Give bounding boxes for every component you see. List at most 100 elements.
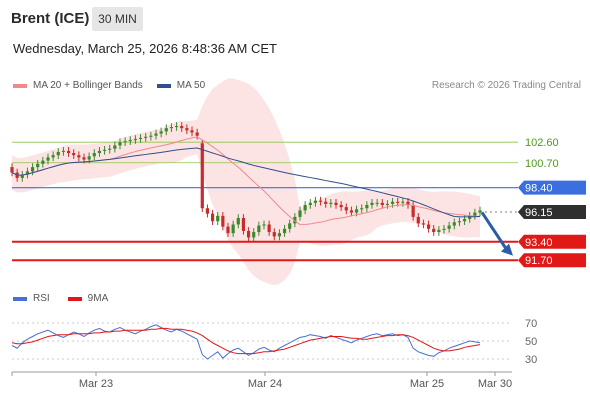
candle-body [210, 213, 215, 222]
level-label-102.60: 102.60 [525, 137, 559, 149]
candle-body [180, 125, 184, 129]
candle-body [66, 150, 71, 154]
candle-body [421, 223, 426, 225]
candle-body [447, 225, 451, 229]
instrument-title: Brent (ICE) [11, 10, 90, 27]
legend-ma20-label: MA 20 + Bollinger Bands [33, 80, 143, 91]
candle-body [25, 171, 30, 175]
candle-body [375, 202, 379, 204]
x-tick-label-Mar-24: Mar 24 [248, 378, 282, 390]
level-label-91.70: 91.70 [525, 255, 553, 267]
candle-body [30, 167, 35, 172]
candle-body [288, 223, 292, 229]
candle-body [293, 216, 297, 224]
level-label-93.40: 93.40 [525, 237, 553, 249]
candle-body [231, 224, 235, 234]
candle-body [385, 203, 390, 205]
candle-body [272, 232, 276, 237]
candle-body [128, 140, 132, 142]
level-tag-98.40 [518, 180, 586, 195]
candle-body [267, 224, 271, 233]
candle-body [174, 125, 179, 128]
candle-body [77, 155, 81, 158]
candle-body [324, 201, 328, 204]
candle-body [118, 142, 122, 146]
candle-body [169, 127, 174, 129]
candle-body [354, 209, 359, 213]
candle-body [406, 201, 410, 205]
level-label-98.40: 98.40 [525, 183, 553, 195]
candle-body [51, 155, 55, 158]
candle-body [308, 202, 312, 205]
candle-body [426, 224, 431, 229]
candle-body [313, 200, 318, 203]
projection-arrow-line [480, 211, 508, 250]
candle-body [164, 128, 168, 132]
candle-body [277, 233, 282, 237]
candle-body [401, 201, 405, 203]
legend-ma50-label: MA 50 [176, 80, 206, 91]
candle-body [195, 132, 199, 136]
candle-body [334, 202, 338, 205]
candle-body [349, 210, 354, 213]
rsi-series-9ma [11, 327, 481, 355]
candle-body [442, 228, 446, 230]
candle-body [72, 153, 76, 156]
candle-body [221, 215, 225, 227]
candle-body [41, 160, 45, 164]
rsi-swatch [13, 296, 27, 301]
candle-body [468, 215, 472, 220]
candle-body [246, 230, 251, 238]
x-tick-label-Mar-25: Mar 25 [410, 378, 444, 390]
candle-body [344, 207, 348, 211]
candle-body [138, 137, 143, 139]
ma50-line [11, 147, 481, 218]
candle-body [303, 204, 307, 211]
candle-body [92, 153, 96, 157]
legend-item-ma50: MA 50 [156, 80, 206, 91]
candle-body [416, 216, 420, 224]
level-tag-93.40 [518, 234, 586, 249]
candle-body [226, 226, 230, 234]
candle-body [478, 210, 482, 213]
candle-body [216, 215, 220, 222]
candle-body [360, 208, 364, 210]
timestamp: Wednesday, March 25, 2026 8:48:36 AM CET [13, 41, 277, 56]
candle-body [108, 148, 112, 150]
candle-body [154, 133, 158, 136]
level-tag-91.70 [518, 253, 586, 268]
copyright: Research © 2026 Trading Central [431, 80, 581, 91]
candle-body [10, 167, 14, 173]
candle-body [205, 208, 210, 214]
candle-body [36, 163, 40, 168]
bollinger-band [12, 78, 480, 286]
9ma-swatch [67, 296, 82, 301]
level-label-96.15: 96.15 [525, 207, 553, 219]
candle-body [82, 157, 86, 160]
candle-body [61, 150, 66, 152]
candle-body [20, 174, 24, 178]
ma50-swatch [156, 83, 171, 88]
candle-body [462, 219, 467, 222]
projection-arrow-head [501, 243, 513, 256]
level-tag-96.15 [518, 205, 586, 220]
candle-body [390, 201, 395, 204]
candle-body [365, 204, 369, 209]
candle-body [432, 228, 436, 233]
candle-body [457, 221, 462, 223]
candle-body [123, 141, 127, 143]
legend-item-rsi: RSI [13, 293, 50, 304]
price-legend: MA 20 + Bollinger Bands MA 50 [13, 80, 219, 91]
timeframe-badge[interactable]: 30 MIN [92, 7, 143, 31]
rsi-tick-30: 30 [525, 354, 537, 366]
candle-body [318, 200, 323, 202]
candle-body [257, 225, 261, 233]
ma20-swatch [13, 83, 27, 88]
candle-body [298, 210, 302, 217]
candle-body [56, 151, 60, 156]
rsi-tick-50: 50 [525, 336, 537, 348]
x-tick-label-Mar-23: Mar 23 [79, 378, 113, 390]
legend-rsi-label: RSI [33, 293, 50, 304]
candle-body [97, 150, 102, 154]
